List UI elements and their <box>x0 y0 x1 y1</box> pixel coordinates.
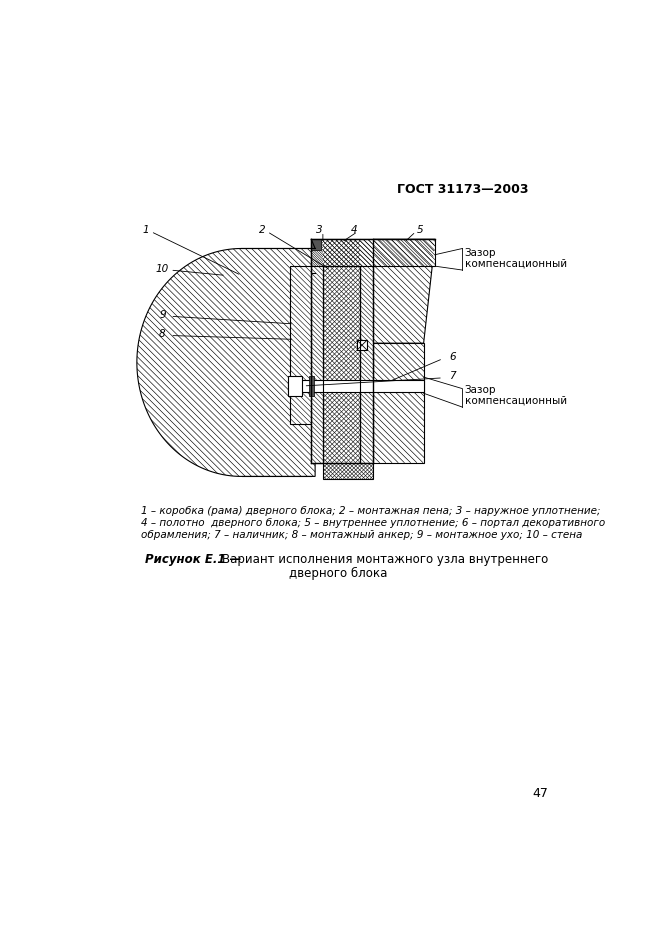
Bar <box>323 239 360 463</box>
Bar <box>311 239 323 463</box>
Text: 7: 7 <box>449 371 456 381</box>
Text: 8: 8 <box>159 329 166 339</box>
Bar <box>311 239 323 463</box>
Text: 4 – полотно  дверного блока; 5 – внутреннее уплотнение; 6 – портал декоративного: 4 – полотно дверного блока; 5 – внутренн… <box>141 518 605 528</box>
Text: 47: 47 <box>532 787 548 800</box>
Text: Вариант исполнения монтажного узла внутреннего: Вариант исполнения монтажного узла внутр… <box>222 554 549 567</box>
Text: 3: 3 <box>316 225 323 235</box>
Text: 9: 9 <box>159 309 166 320</box>
Bar <box>309 376 313 396</box>
Bar <box>323 239 360 463</box>
Bar <box>373 343 424 463</box>
Bar <box>323 463 373 480</box>
Text: обрамления; 7 – наличник; 8 – монтажный анкер; 9 – монтажное ухо; 10 – стена: обрамления; 7 – наличник; 8 – монтажный … <box>141 529 582 539</box>
Bar <box>288 381 424 392</box>
Polygon shape <box>373 239 435 343</box>
Text: ГОСТ 31173—2003: ГОСТ 31173—2003 <box>397 182 528 195</box>
Bar <box>323 463 373 480</box>
Polygon shape <box>137 249 315 477</box>
Text: Зазор: Зазор <box>465 385 496 396</box>
Bar <box>311 239 435 266</box>
Bar <box>311 239 321 250</box>
Bar <box>290 266 311 424</box>
Text: 6: 6 <box>449 352 456 362</box>
Text: 2: 2 <box>259 225 266 235</box>
Bar <box>357 340 367 350</box>
Text: Рисунок Е.1 —: Рисунок Е.1 — <box>145 554 241 567</box>
Text: 5: 5 <box>417 225 424 235</box>
Bar <box>290 266 311 424</box>
Text: Зазор: Зазор <box>465 248 496 258</box>
Text: компенсационный: компенсационный <box>465 396 567 405</box>
Bar <box>373 343 424 463</box>
Text: компенсационный: компенсационный <box>465 258 567 268</box>
Text: 10: 10 <box>156 264 169 274</box>
Bar <box>360 239 373 463</box>
Bar <box>288 376 302 396</box>
Text: 4: 4 <box>350 225 357 235</box>
Bar <box>311 239 435 266</box>
Text: 1 – коробка (рама) дверного блока; 2 – монтажная пена; 3 – наружное уплотнение;: 1 – коробка (рама) дверного блока; 2 – м… <box>141 507 600 516</box>
Bar <box>360 239 373 463</box>
Text: дверного блока: дверного блока <box>290 568 387 581</box>
Text: 1: 1 <box>143 225 149 235</box>
